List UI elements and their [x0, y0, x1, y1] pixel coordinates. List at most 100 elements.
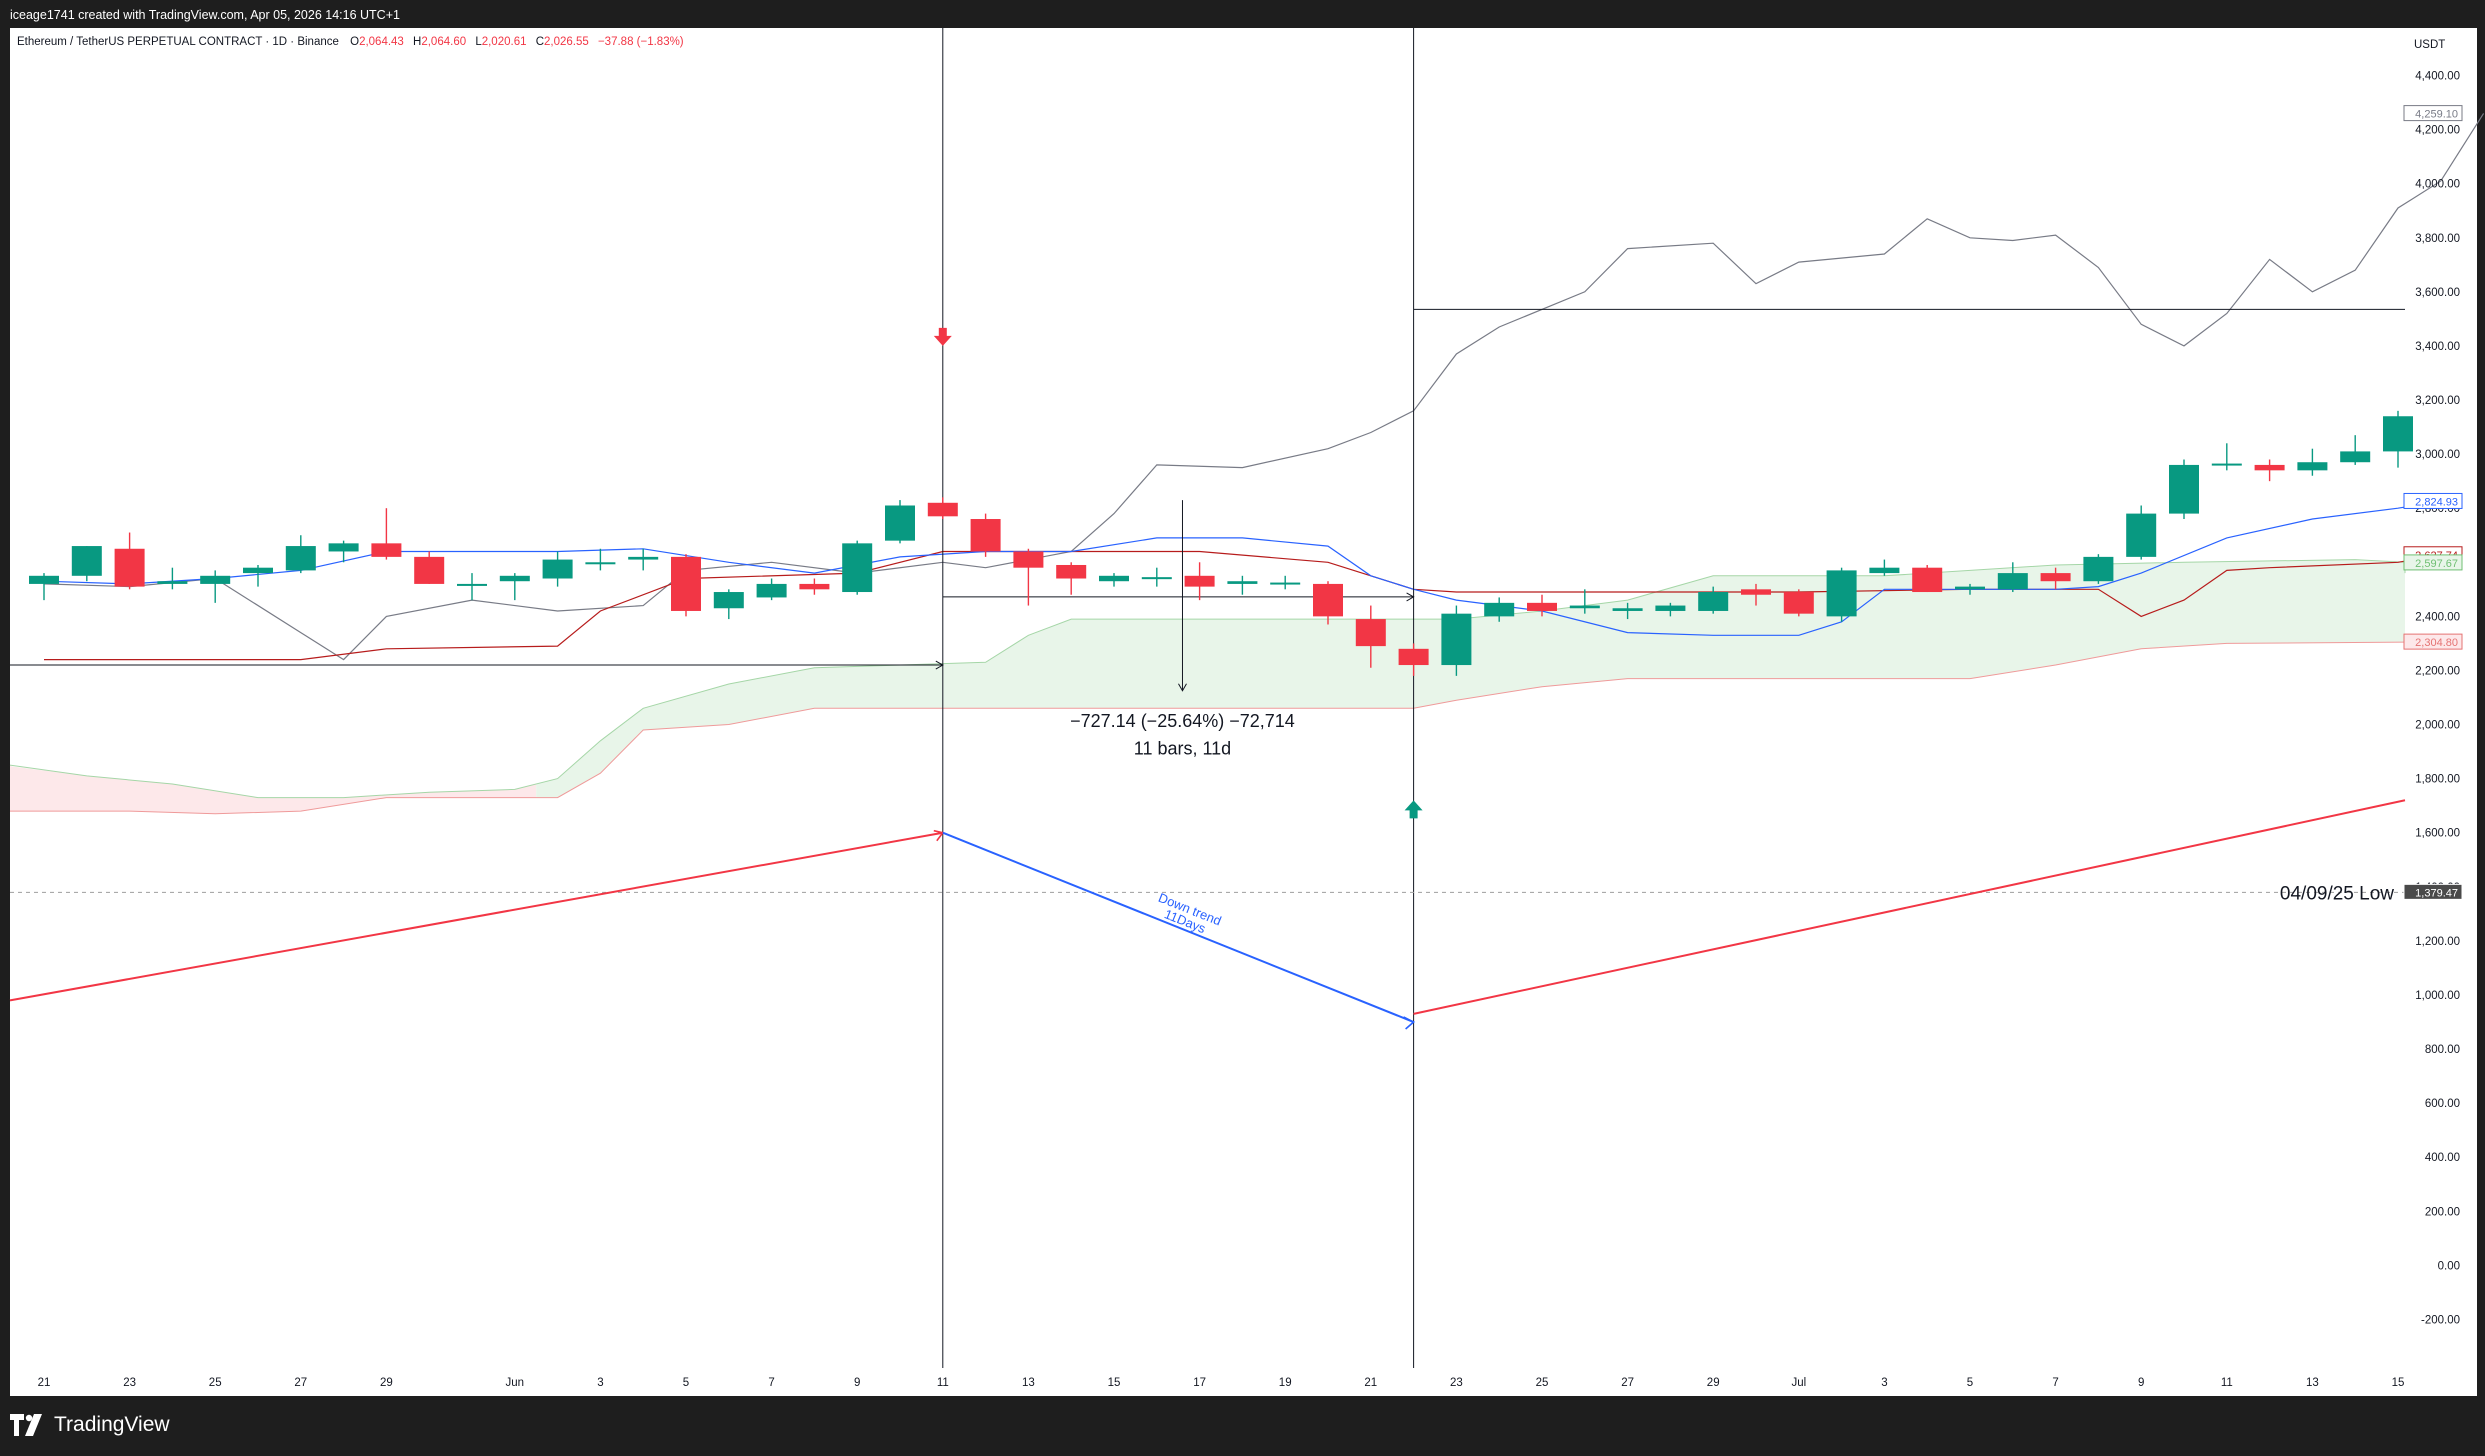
ichimoku-cloud	[9, 559, 2406, 815]
currency-label[interactable]: USDT	[2414, 39, 2445, 51]
candle-body	[71, 546, 102, 576]
trend-line-up-1	[9, 831, 943, 1002]
legend-symbol: Ethereum / TetherUS PERPETUAL CONTRACT ·…	[17, 36, 339, 48]
candle	[970, 513, 1001, 557]
x-tick-label: 11	[937, 1377, 949, 1389]
candle	[842, 540, 873, 595]
candle-body	[114, 548, 145, 587]
candle	[671, 554, 701, 617]
candle	[713, 589, 744, 620]
price-label-box	[2403, 492, 2463, 509]
candles	[29, 410, 2413, 676]
candle-body	[2297, 462, 2328, 471]
ray-arrowhead-2	[1406, 592, 1415, 602]
candle-body	[1270, 582, 1301, 585]
price-label-text: 2,597.67	[2415, 558, 2458, 570]
candle	[1826, 567, 1857, 622]
creator-line: iceage1741 created with TradingView.com,…	[10, 8, 400, 22]
price-label-text: 4,259.10	[2415, 109, 2458, 121]
x-tick-label: 3	[597, 1377, 603, 1389]
candle-body	[1655, 605, 1686, 611]
candle	[628, 548, 659, 571]
candle-body	[2083, 556, 2114, 582]
candle-body	[328, 543, 359, 552]
x-tick-label: 7	[2052, 1377, 2058, 1389]
x-tick-label: 3	[1881, 1377, 1887, 1389]
measure-text-line1: −727.14 (−25.64%) −72,714	[1070, 711, 1295, 731]
x-tick-label: 19	[1279, 1377, 1292, 1389]
creator-bar: iceage1741 created with TradingView.com,…	[0, 0, 2485, 28]
candle-body	[1612, 608, 1643, 611]
candle-body	[2211, 463, 2242, 466]
candle	[2254, 459, 2285, 482]
candle	[328, 540, 359, 563]
candle	[1056, 562, 1087, 595]
y-tick-label: 3,200.00	[2415, 395, 2460, 407]
x-tick-label: Jun	[506, 1377, 525, 1389]
candle	[927, 497, 958, 520]
candle	[2211, 443, 2242, 471]
candle	[157, 567, 188, 590]
candle-body	[1441, 613, 1472, 666]
candle-body	[1869, 567, 1900, 574]
tradingview-logo[interactable]: TradingView	[10, 1410, 170, 1440]
candle	[2169, 459, 2199, 520]
cloud-bullish	[536, 559, 2406, 798]
buy-signal-arrow	[1404, 800, 1423, 819]
y-tick-label: 3,600.00	[2415, 287, 2460, 299]
candle	[414, 551, 445, 584]
x-tick-label: 9	[854, 1377, 860, 1389]
candle	[1184, 562, 1215, 601]
candle-body	[1698, 592, 1729, 611]
candle	[1912, 564, 1943, 593]
x-tick-label: 15	[1108, 1377, 1121, 1389]
leading-span-b	[10, 641, 2406, 815]
candle	[542, 551, 573, 587]
price-label-text: 2,304.80	[2415, 637, 2458, 649]
candle-body	[1997, 573, 2028, 590]
measure-arrowhead	[1178, 683, 1187, 692]
y-tick-label: 800.00	[2425, 1044, 2460, 1056]
y-tick-label: 3,400.00	[2415, 341, 2460, 353]
x-tick-label: Jul	[1791, 1377, 1806, 1389]
candle	[71, 546, 102, 582]
trend-arrowhead-1	[933, 829, 945, 842]
candle-body	[1955, 586, 1985, 590]
candle-body	[1227, 581, 1258, 584]
candle	[2297, 448, 2328, 476]
legend: Ethereum / TetherUS PERPETUAL CONTRACT ·…	[17, 36, 684, 48]
candle-body	[927, 502, 958, 517]
x-tick-label: 7	[768, 1377, 774, 1389]
candle	[2383, 410, 2413, 468]
x-tick-label: 27	[1621, 1377, 1634, 1389]
y-tick-label: 1,000.00	[2415, 990, 2460, 1002]
low-line-label: 04/09/25 Low	[2280, 883, 2394, 904]
candle	[1527, 594, 1557, 617]
candle-body	[1355, 619, 1386, 647]
candle	[1013, 548, 1044, 606]
candle	[457, 573, 487, 601]
candle	[1099, 573, 1129, 587]
trend-line-down	[942, 831, 1414, 1023]
candle	[1869, 559, 1900, 576]
x-tick-label: 11	[2221, 1377, 2233, 1389]
y-tick-label: 1,600.00	[2415, 828, 2460, 840]
x-tick-label: 5	[1967, 1377, 1973, 1389]
legend-c-label: C	[536, 36, 544, 48]
y-tick-label: 2,000.00	[2415, 720, 2460, 732]
candle-body	[542, 559, 573, 579]
y-tick-label: 4,400.00	[2415, 71, 2460, 83]
legend-change: −37.88 (−1.83%)	[598, 36, 684, 48]
candle	[885, 500, 915, 544]
candle-body	[200, 575, 231, 584]
tradingview-brand: TradingView	[54, 1413, 170, 1436]
candle-body	[1783, 592, 1814, 614]
y-tick-label: 400.00	[2425, 1152, 2460, 1164]
measure-text-line2: 11 bars, 11d	[1134, 738, 1231, 758]
candle-body	[1141, 577, 1172, 580]
candle	[1141, 567, 1172, 587]
y-tick-label: 1,200.00	[2415, 936, 2460, 948]
y-tick-label: 2,200.00	[2415, 665, 2460, 677]
y-tick-label: 200.00	[2425, 1206, 2460, 1218]
